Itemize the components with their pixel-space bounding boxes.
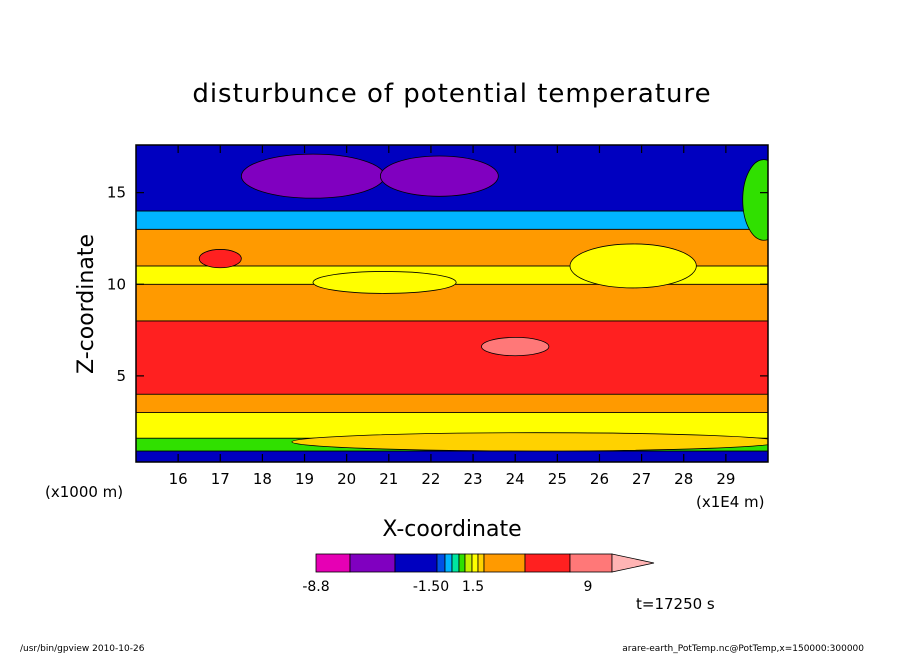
x-axis: 16 17 18 19 20 21 22 23 24 25 26 27 28 29 [169, 145, 735, 488]
colorbar-swatch [569, 553, 613, 573]
footer-right: arare-earth_PotTemp.nc@PotTemp,x=150000:… [622, 644, 864, 654]
colorbar-swatch [451, 553, 460, 573]
y-axis: 5 10 15 [107, 184, 768, 385]
x-tick-label: 24 [506, 470, 525, 488]
colorbar-swatch [315, 553, 351, 573]
colorbar-swatch [349, 553, 396, 573]
colorbar-arrow [611, 553, 655, 573]
y-tick-label: 10 [107, 275, 126, 293]
colorbar-label-pos: 1.5 [462, 579, 484, 595]
contour-feature [569, 243, 697, 289]
y-tick-label: 15 [107, 184, 126, 202]
colorbar-swatch [444, 553, 453, 573]
contour-feature [291, 432, 768, 452]
colorbar-swatch [464, 553, 473, 573]
contour-feature [379, 155, 499, 197]
colorbar-swatch [471, 553, 479, 573]
colorbar-swatch [477, 553, 485, 573]
x-tick-label: 29 [716, 470, 735, 488]
x-tick-label: 18 [253, 470, 272, 488]
plot-frame [135, 144, 769, 463]
colorbar [315, 553, 655, 573]
colorbar-swatch [458, 553, 466, 573]
y-tick-label: 5 [116, 367, 126, 385]
chart-title: disturbunce of potential temperature [192, 79, 711, 109]
time-label: t=17250 s [636, 595, 715, 613]
contour-feature [240, 153, 385, 199]
colorbar-swatch [436, 553, 446, 573]
contour-layer [136, 450, 768, 462]
colorbar-label-min: -8.8 [302, 579, 329, 595]
contour-layer [136, 393, 768, 413]
colorbar-swatch [394, 553, 438, 573]
contour-feature [481, 336, 550, 357]
footer-left: /usr/bin/gpview 2010-10-26 [20, 644, 145, 654]
contour-layer [136, 210, 768, 230]
x-tick-label: 26 [590, 470, 609, 488]
x-tick-label: 19 [295, 470, 314, 488]
x-tick-label: 17 [211, 470, 230, 488]
x-tick-label: 25 [548, 470, 567, 488]
colorbar-label-max: 9 [584, 579, 593, 595]
colorbar-label-neg: -1.50 [413, 579, 449, 595]
contour-feature [198, 249, 242, 269]
heatmap-plot [135, 144, 769, 463]
contour-layer [136, 320, 768, 395]
x-tick-label: 16 [169, 470, 188, 488]
contour-layer [136, 283, 768, 322]
contour-feature [742, 159, 768, 241]
x-tick-label: 21 [379, 470, 398, 488]
colorbar-swatch [524, 553, 571, 573]
x-tick-label: 28 [674, 470, 693, 488]
colorbar-swatch [483, 553, 526, 573]
x-tick-label: 27 [632, 470, 651, 488]
x-tick-label: 22 [421, 470, 440, 488]
x-axis-units: (x1E4 m) [696, 493, 765, 511]
x-axis-label: X-coordinate [382, 517, 521, 542]
y-axis-label: Z-coordinate [74, 234, 99, 374]
contour-feature [312, 271, 457, 294]
x-tick-label: 20 [337, 470, 356, 488]
x-tick-label: 23 [464, 470, 483, 488]
y-axis-units: (x1000 m) [45, 483, 123, 501]
